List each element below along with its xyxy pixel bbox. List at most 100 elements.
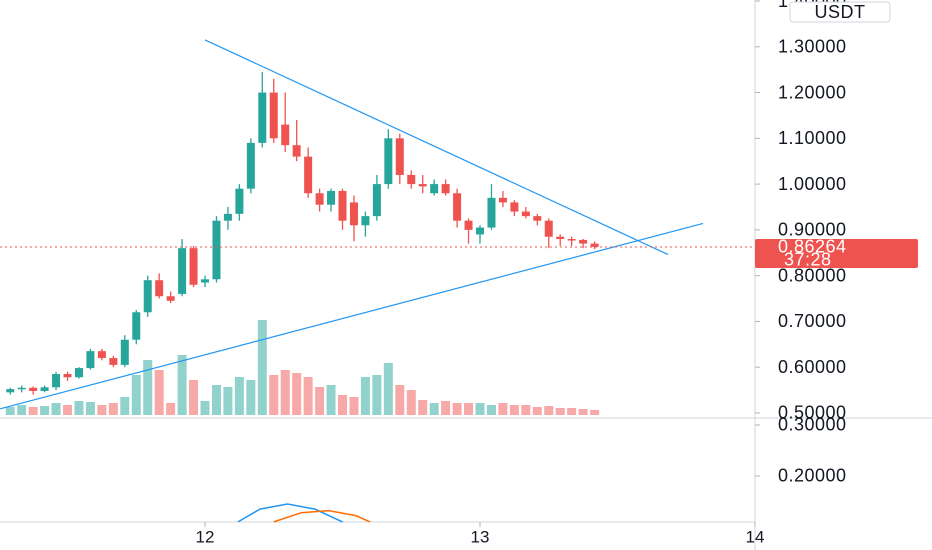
volume-bar: [17, 405, 27, 415]
y-tick-label: 1.10000: [778, 128, 847, 148]
volume-bar: [269, 375, 279, 415]
volume-bar: [131, 375, 141, 415]
volume-bar: [154, 370, 164, 415]
y2-tick-label: 0.30000: [778, 415, 847, 435]
last-price-box: [755, 238, 918, 268]
candle-body: [590, 243, 599, 247]
candle-body: [86, 351, 95, 369]
volume-bar: [383, 363, 393, 415]
volume-bar: [395, 385, 405, 415]
candle-body: [579, 239, 588, 244]
candle-body: [74, 368, 83, 378]
candle-body: [521, 211, 530, 217]
candle-body: [544, 220, 553, 237]
y2-tick-label: 0.20000: [778, 466, 847, 486]
candle-body: [6, 389, 15, 393]
x-tick-label: 12: [196, 527, 215, 546]
candle-body: [567, 239, 576, 241]
candle-body: [235, 188, 244, 214]
candle-body: [315, 193, 324, 205]
candle-body: [97, 351, 106, 359]
candle-body: [556, 236, 565, 240]
candle-body: [63, 374, 72, 378]
candle-body: [487, 197, 496, 228]
volume-bar: [544, 406, 554, 415]
y-tick-label: 1.30000: [778, 37, 847, 57]
volume-bar: [418, 400, 428, 415]
volume-bar: [28, 407, 38, 415]
volume-bar: [51, 403, 61, 415]
candle-body: [464, 220, 473, 230]
quote-label: USDT: [815, 2, 866, 22]
y-tick-label: 1.20000: [778, 82, 847, 102]
candle-body: [212, 220, 221, 280]
x-tick-label: 13: [471, 527, 490, 546]
candle-body: [109, 358, 118, 365]
candle-body: [281, 124, 290, 146]
candle-body: [476, 227, 485, 235]
candle-body: [498, 197, 507, 203]
candle-body: [430, 184, 439, 194]
indicator-line: [273, 509, 371, 523]
y-tick-label: 1.00000: [778, 174, 847, 194]
y-tick-label: 0.80000: [778, 265, 847, 285]
candle-body: [155, 280, 164, 297]
candle-body: [269, 92, 278, 139]
candle-body: [453, 193, 462, 221]
volume-bar: [257, 320, 267, 415]
volume-bar: [303, 377, 313, 415]
volume-bar: [406, 390, 416, 415]
candle-body: [17, 387, 26, 390]
candle-body: [258, 92, 267, 143]
volume-bar: [292, 373, 302, 415]
y-tick-label: 0.70000: [778, 311, 847, 331]
candle-body: [327, 190, 336, 205]
volume-bar: [5, 407, 15, 415]
candle-body: [189, 248, 198, 285]
candle-body: [372, 184, 381, 217]
candle-body: [395, 138, 404, 175]
volume-bar: [189, 380, 199, 415]
candle-body: [40, 387, 49, 391]
trendline: [204, 39, 669, 256]
volume-bar: [200, 401, 210, 415]
candle-body: [441, 184, 450, 194]
volume-bar: [211, 385, 221, 415]
candle-body: [120, 339, 129, 365]
volume-bar: [441, 401, 451, 415]
volume-bar: [40, 406, 50, 415]
y-tick-label: 0.60000: [778, 357, 847, 377]
volume-bar: [578, 409, 588, 415]
candle-body: [510, 202, 519, 212]
countdown-label: 37:28: [784, 250, 832, 270]
volume-bar: [177, 355, 187, 415]
candle-body: [361, 216, 370, 226]
volume-bar: [223, 387, 233, 415]
volume-bar: [452, 403, 462, 415]
candle-body: [338, 190, 347, 221]
candle-body: [246, 142, 255, 189]
candle-body: [132, 312, 141, 340]
volume-bar: [555, 408, 565, 415]
candle-body: [166, 296, 175, 301]
quote-box: [789, 1, 891, 23]
candle-body: [201, 279, 210, 283]
volume-bar: [74, 401, 84, 415]
y-tick-label: 0.50000: [778, 403, 847, 423]
volume-bar: [246, 380, 256, 415]
candle-body: [29, 387, 38, 391]
volume-bar: [120, 397, 130, 415]
candle-body: [52, 374, 61, 388]
volume-bar: [143, 360, 153, 415]
indicator-line: [237, 503, 343, 523]
volume-bar: [429, 403, 439, 415]
volume-bar: [486, 405, 496, 415]
volume-bar: [372, 375, 382, 415]
volume-bar: [166, 403, 176, 415]
volume-bar: [338, 395, 348, 415]
y-tick-label: 0.90000: [778, 220, 847, 240]
volume-bar: [108, 403, 118, 415]
volume-bar: [509, 405, 519, 415]
volume-bar: [234, 377, 244, 415]
